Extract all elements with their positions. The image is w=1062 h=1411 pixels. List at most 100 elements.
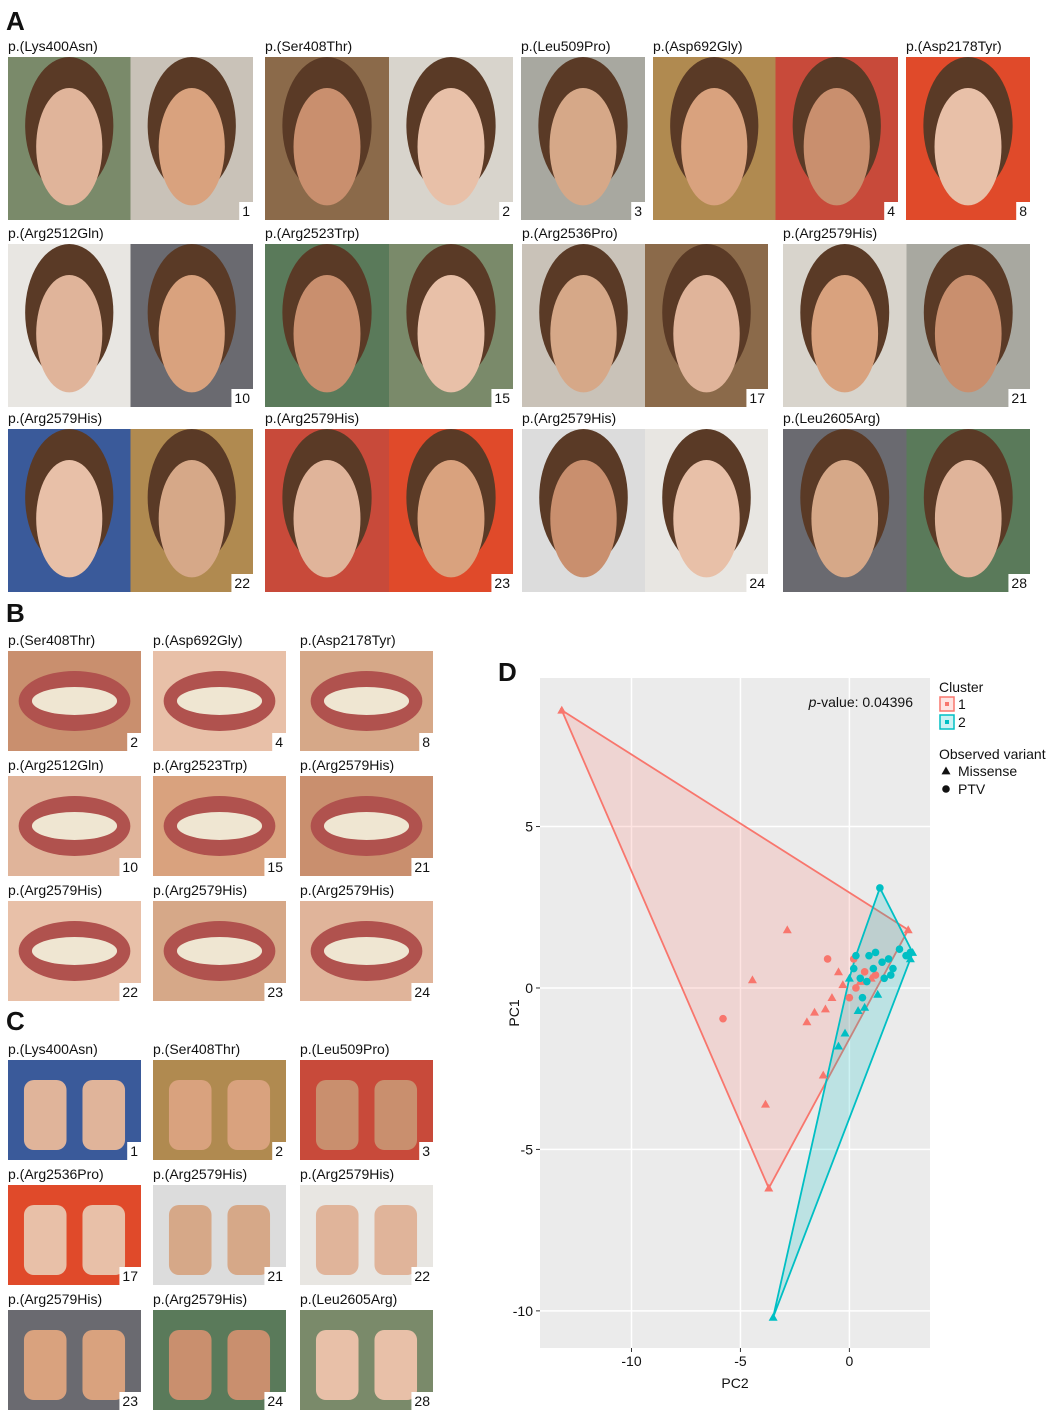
patient-photo-face bbox=[804, 88, 870, 205]
patient-number: 10 bbox=[234, 390, 250, 406]
hand-photo-hand bbox=[24, 1080, 67, 1150]
variant-label: p.(Arg2523Trp) bbox=[153, 757, 247, 773]
patient-number: 1 bbox=[242, 203, 250, 219]
legend-label: 2 bbox=[958, 714, 966, 730]
hand-photo-hand bbox=[169, 1330, 212, 1400]
x-tick-label: 0 bbox=[845, 1353, 853, 1369]
variant-label: p.(Arg2579His) bbox=[153, 1291, 247, 1307]
patient-number: 17 bbox=[749, 390, 765, 406]
hand-photo-hand bbox=[374, 1205, 417, 1275]
figure: Ap.(Lys400Asn)1p.(Ser408Thr)2p.(Leu509Pr… bbox=[0, 0, 1062, 1411]
point bbox=[876, 884, 884, 892]
patient-number: 24 bbox=[267, 1393, 283, 1409]
hand-photo-hand bbox=[82, 1205, 125, 1275]
variant-label: p.(Arg2579His) bbox=[522, 410, 616, 426]
patient-number: 4 bbox=[275, 734, 283, 750]
patient-photo-face bbox=[935, 88, 1002, 205]
legend-shape bbox=[942, 785, 950, 793]
patient-photo-face bbox=[550, 275, 616, 392]
point bbox=[889, 965, 897, 973]
hand-photo-hand bbox=[169, 1205, 212, 1275]
patient-photo-face bbox=[811, 275, 878, 392]
patient-number: 22 bbox=[414, 1268, 430, 1284]
p-value-annotation: p-value: 0.04396 bbox=[808, 694, 914, 710]
point bbox=[852, 984, 860, 992]
variant-label: p.(Arg2579His) bbox=[783, 225, 877, 241]
point bbox=[872, 971, 880, 979]
patient-number: 3 bbox=[634, 203, 642, 219]
variant-label: p.(Asp2178Tyr) bbox=[300, 632, 396, 648]
patient-photo-face bbox=[418, 88, 485, 205]
variant-label: p.(Ser408Thr) bbox=[8, 632, 95, 648]
legend-label: Missense bbox=[958, 763, 1017, 779]
patient-number: 15 bbox=[267, 859, 283, 875]
hand-photo-hand bbox=[227, 1330, 270, 1400]
variant-label: p.(Arg2579His) bbox=[8, 410, 102, 426]
patient-photo-face bbox=[36, 275, 102, 392]
point bbox=[887, 971, 895, 979]
point bbox=[863, 978, 871, 986]
point bbox=[861, 968, 869, 976]
patient-photo-face bbox=[159, 460, 225, 577]
hand-photo-hand bbox=[316, 1080, 359, 1150]
variant-label: p.(Arg2512Gln) bbox=[8, 757, 104, 773]
hand-photo-hand bbox=[82, 1330, 125, 1400]
hand-photo-hand bbox=[374, 1330, 417, 1400]
patient-photo-face bbox=[36, 460, 102, 577]
variant-label: p.(Arg2579His) bbox=[153, 1166, 247, 1182]
mouth-photo-teeth bbox=[32, 687, 117, 715]
patient-number: 8 bbox=[1019, 203, 1027, 219]
hand-photo-hand bbox=[24, 1330, 67, 1400]
mouth-photo-teeth bbox=[32, 812, 117, 840]
patient-photo-face bbox=[294, 88, 361, 205]
panel-letter: D bbox=[498, 657, 517, 687]
hand-photo-hand bbox=[316, 1205, 359, 1275]
patient-number: 10 bbox=[122, 859, 138, 875]
mouth-photo-teeth bbox=[177, 812, 262, 840]
legend-key-dot bbox=[945, 720, 949, 724]
variant-label: p.(Lys400Asn) bbox=[8, 38, 98, 54]
patient-photo-face bbox=[418, 275, 485, 392]
legend-shape bbox=[942, 767, 951, 775]
y-tick-label: 5 bbox=[525, 819, 533, 835]
variant-label: p.(Arg2523Trp) bbox=[265, 225, 359, 241]
x-tick-label: -10 bbox=[621, 1353, 641, 1369]
variant-label: p.(Arg2579His) bbox=[153, 882, 247, 898]
variant-label: p.(Arg2579His) bbox=[300, 757, 394, 773]
variant-label: p.(Lys400Asn) bbox=[8, 1041, 98, 1057]
panel-letter: B bbox=[6, 598, 25, 628]
point bbox=[859, 994, 867, 1002]
hand-photo-hand bbox=[24, 1205, 67, 1275]
legend-label: 1 bbox=[958, 696, 966, 712]
hand-photo-hand bbox=[82, 1080, 125, 1150]
patient-number: 2 bbox=[502, 203, 510, 219]
point bbox=[719, 1015, 727, 1023]
mouth-photo-teeth bbox=[177, 937, 262, 965]
patient-photo-face bbox=[673, 275, 739, 392]
variant-label: p.(Leu2605Arg) bbox=[783, 410, 880, 426]
patient-number: 15 bbox=[494, 390, 510, 406]
point bbox=[870, 965, 878, 973]
patient-number: 17 bbox=[122, 1268, 138, 1284]
patient-number: 23 bbox=[267, 984, 283, 1000]
patient-number: 8 bbox=[422, 734, 430, 750]
patient-photo-face bbox=[681, 88, 747, 205]
mouth-photo-teeth bbox=[324, 937, 409, 965]
point bbox=[896, 945, 904, 953]
patient-photo-face bbox=[935, 460, 1002, 577]
point bbox=[872, 949, 880, 957]
x-axis-label: PC2 bbox=[721, 1375, 748, 1391]
patient-number: 4 bbox=[887, 203, 895, 219]
variant-label: p.(Arg2579His) bbox=[300, 882, 394, 898]
mouth-photo-teeth bbox=[177, 687, 262, 715]
patient-number: 23 bbox=[122, 1393, 138, 1409]
patient-photo-face bbox=[935, 275, 1002, 392]
variant-label: p.(Arg2512Gln) bbox=[8, 225, 104, 241]
mouth-photo-teeth bbox=[324, 687, 409, 715]
variant-label: p.(Leu509Pro) bbox=[300, 1041, 390, 1057]
y-tick-label: 0 bbox=[525, 980, 533, 996]
variant-label: p.(Arg2579His) bbox=[8, 882, 102, 898]
y-tick-label: -10 bbox=[513, 1303, 533, 1319]
variant-label: p.(Leu2605Arg) bbox=[300, 1291, 397, 1307]
variant-label: p.(Ser408Thr) bbox=[265, 38, 352, 54]
